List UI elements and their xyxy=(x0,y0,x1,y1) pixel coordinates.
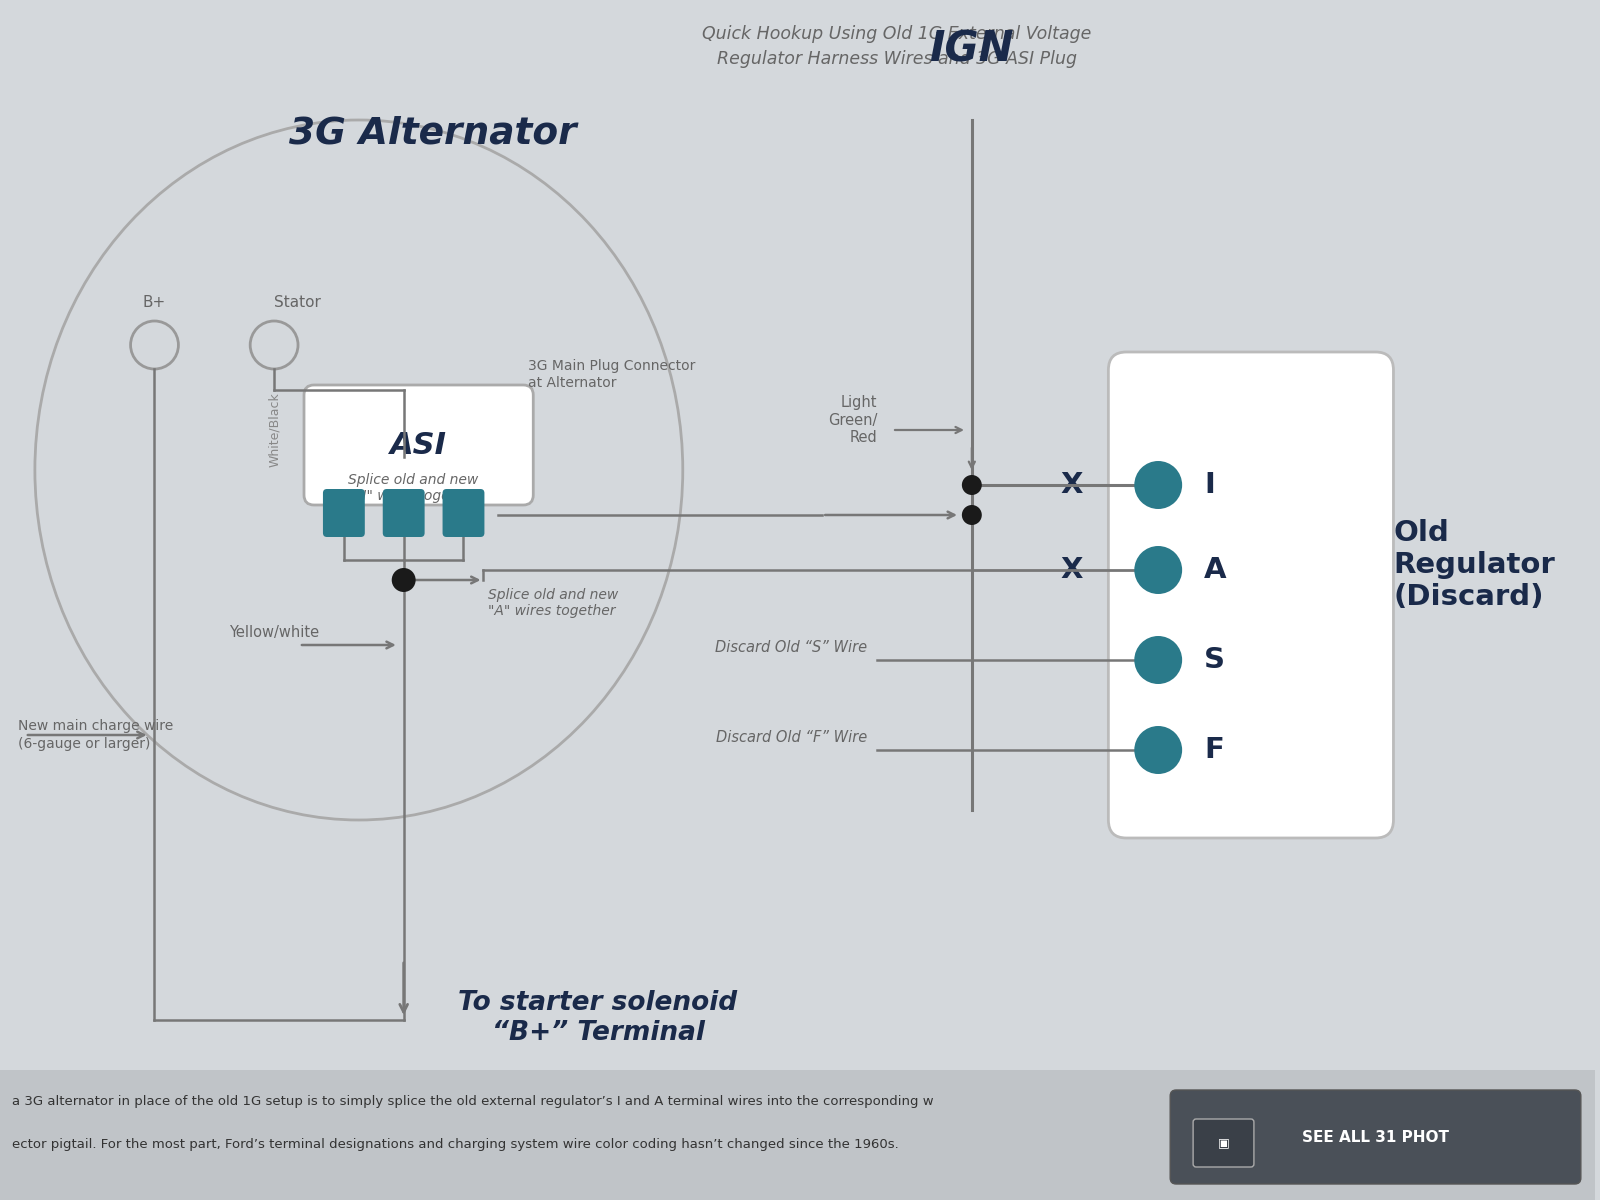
Circle shape xyxy=(1134,636,1182,684)
Text: B+: B+ xyxy=(142,295,166,310)
Text: Yellow/white: Yellow/white xyxy=(229,625,320,640)
FancyBboxPatch shape xyxy=(1170,1090,1581,1184)
Text: SEE ALL 31 PHOT: SEE ALL 31 PHOT xyxy=(1302,1129,1450,1145)
FancyBboxPatch shape xyxy=(304,385,533,505)
Text: ▣: ▣ xyxy=(1218,1136,1230,1150)
Text: X: X xyxy=(1061,470,1083,499)
Text: Quick Hookup Using Old 1G External Voltage
Regulator Harness Wires and 3G ASI Pl: Quick Hookup Using Old 1G External Volta… xyxy=(702,25,1091,68)
Text: Light
Green/
Red: Light Green/ Red xyxy=(827,395,877,445)
Circle shape xyxy=(1134,461,1182,509)
Text: 3G Alternator: 3G Alternator xyxy=(290,115,576,151)
Circle shape xyxy=(962,475,982,494)
Text: a 3G alternator in place of the old 1G setup is to simply splice the old externa: a 3G alternator in place of the old 1G s… xyxy=(11,1094,933,1108)
FancyBboxPatch shape xyxy=(382,490,424,538)
Text: Discard Old “F” Wire: Discard Old “F” Wire xyxy=(715,730,867,745)
Text: F: F xyxy=(1205,736,1224,764)
Text: Stator: Stator xyxy=(274,295,322,310)
Text: Splice old and new
"A" wires together: Splice old and new "A" wires together xyxy=(488,588,619,618)
Circle shape xyxy=(1134,546,1182,594)
Text: New main charge wire
(6-gauge or larger): New main charge wire (6-gauge or larger) xyxy=(18,719,173,751)
Circle shape xyxy=(392,568,416,592)
Text: A: A xyxy=(1205,556,1227,584)
Text: ector pigtail. For the most part, Ford’s terminal designations and charging syst: ector pigtail. For the most part, Ford’s… xyxy=(11,1138,899,1151)
FancyBboxPatch shape xyxy=(443,490,485,538)
Text: White/Black: White/Black xyxy=(267,392,280,467)
Circle shape xyxy=(1134,726,1182,774)
FancyBboxPatch shape xyxy=(0,1070,1595,1200)
FancyBboxPatch shape xyxy=(1194,1118,1254,1166)
Text: Splice old and new
"I" wires together: Splice old and new "I" wires together xyxy=(349,473,478,503)
Text: To starter solenoid
“B+” Terminal: To starter solenoid “B+” Terminal xyxy=(459,990,738,1046)
Text: Old
Regulator
(Discard): Old Regulator (Discard) xyxy=(1394,518,1555,611)
Text: S: S xyxy=(1205,646,1226,674)
Text: I: I xyxy=(1205,470,1214,499)
Text: Discard Old “S” Wire: Discard Old “S” Wire xyxy=(715,640,867,655)
Circle shape xyxy=(962,505,982,526)
Text: 3G Main Plug Connector
at Alternator: 3G Main Plug Connector at Alternator xyxy=(528,359,696,390)
Text: IGN: IGN xyxy=(930,28,1014,70)
Text: ASI: ASI xyxy=(390,431,446,460)
FancyBboxPatch shape xyxy=(1109,352,1394,838)
Text: X: X xyxy=(1061,556,1083,584)
FancyBboxPatch shape xyxy=(323,490,365,538)
